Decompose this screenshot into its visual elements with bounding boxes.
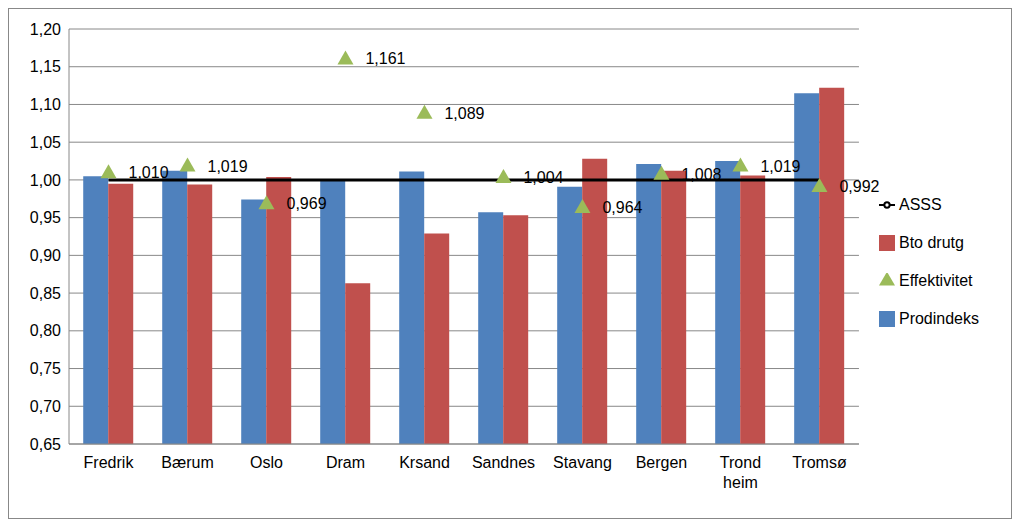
svg-text:1,019: 1,019 [207,158,247,175]
svg-text:Fredrik: Fredrik [84,454,135,471]
html-text:ASSS: ASSS [899,195,942,213]
svg-text:0,80: 0,80 [30,322,61,339]
svg-text:Stavang: Stavang [553,454,612,471]
svg-text:Trondheim: Trondheim [720,454,761,491]
svg-text:Bærum: Bærum [161,454,213,471]
svg-text:Tromsø: Tromsø [792,454,847,471]
svg-text:0,95: 0,95 [30,209,61,226]
svg-text:1,161: 1,161 [365,50,405,67]
html-text:Prodindeks: Prodindeks [899,309,979,327]
svg-text:0,964: 0,964 [602,199,642,216]
svg-text:1,20: 1,20 [30,21,61,38]
html-text:Bto drutg: Bto drutg [899,233,964,251]
svg-text:1,10: 1,10 [30,96,61,113]
svg-text:1,00: 1,00 [30,172,61,189]
svg-text:1,004: 1,004 [523,169,563,186]
svg-text:Dram: Dram [326,454,365,471]
svg-text:Sandnes: Sandnes [472,454,535,471]
svg-text:0,65: 0,65 [30,436,61,453]
svg-text:0,75: 0,75 [30,360,61,377]
svg-text:1,010: 1,010 [128,164,168,181]
svg-text:Oslo: Oslo [250,454,283,471]
svg-text:0,70: 0,70 [30,398,61,415]
svg-text:1,008: 1,008 [681,166,721,183]
svg-text:Bergen: Bergen [636,454,688,471]
svg-text:0,969: 0,969 [286,195,326,212]
svg-text:1,05: 1,05 [30,134,61,151]
svg-text:Krsand: Krsand [399,454,450,471]
svg-text:0,992: 0,992 [839,178,879,195]
svg-text:0,85: 0,85 [30,285,61,302]
html-text:Effektivitet: Effektivitet [899,271,973,289]
svg-text:0,90: 0,90 [30,247,61,264]
svg-text:1,089: 1,089 [444,105,484,122]
svg-text:1,019: 1,019 [760,158,800,175]
svg-text:1,15: 1,15 [30,58,61,75]
